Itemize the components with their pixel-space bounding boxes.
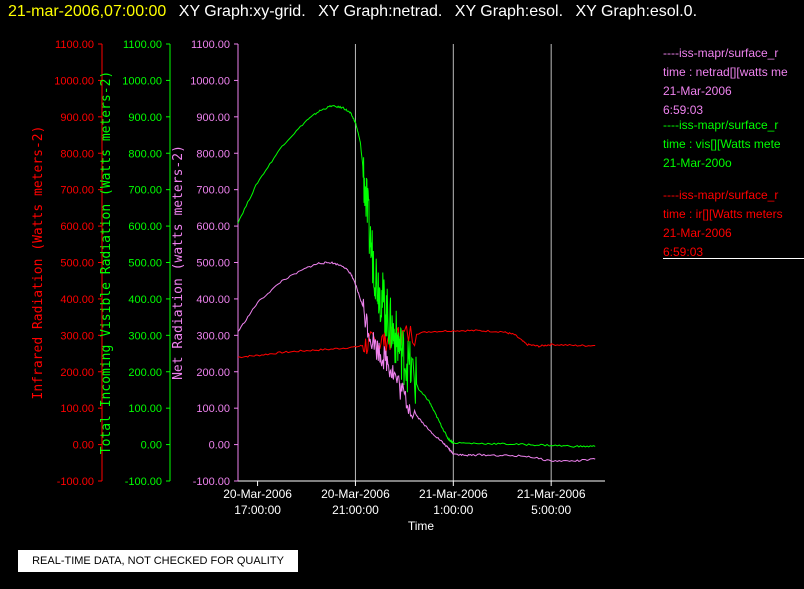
y-tick-label-1-13: 1100.00 xyxy=(55,39,94,51)
legend-netrad-line-2: time : netrad[][watts me xyxy=(663,65,788,79)
x-tick-date-2: 20-Mar-2006 xyxy=(321,487,390,501)
y-tick-label-2-8: 600.00 xyxy=(128,221,162,233)
x-tick-time-3: 1:00:00 xyxy=(433,503,473,517)
y-tick-label-1-11: 900.00 xyxy=(60,112,94,124)
legend-vis-line-2: time : vis[][Watts mete xyxy=(663,137,781,151)
y-tick-label-2-9: 700.00 xyxy=(128,185,162,197)
legend-netrad-line-3: 21-Mar-2006 xyxy=(663,84,732,98)
y-tick-label-3-11: 900.00 xyxy=(196,112,230,124)
y-tick-label-3-6: 400.00 xyxy=(196,294,230,306)
y-tick-label-1-5: 300.00 xyxy=(60,330,94,342)
y-tick-label-2-2: 0.00 xyxy=(141,440,162,452)
graph-label-4: XY Graph:esol.0. xyxy=(575,3,698,20)
y-tick-label-3-7: 500.00 xyxy=(196,258,230,270)
y-tick-label-1-4: 200.00 xyxy=(60,367,94,379)
y-tick-label-2-12: 1000.00 xyxy=(122,75,162,87)
legend-vis-line-1: ----iss-mapr/surface_r xyxy=(663,118,779,132)
y-tick-label-2-7: 500.00 xyxy=(128,258,162,270)
y-tick-label-3-5: 300.00 xyxy=(196,330,230,342)
y-tick-label-1-10: 800.00 xyxy=(60,148,94,160)
x-tick-date-1: 20-Mar-2006 xyxy=(223,487,292,501)
series-line-infrared xyxy=(237,325,596,359)
y-tick-label-2-13: 1100.00 xyxy=(123,39,162,51)
x-tick-date-4: 21-Mar-2006 xyxy=(517,487,586,501)
y-tick-label-1-8: 600.00 xyxy=(60,221,94,233)
legend-ir-line-2: time : ir[][Watts meters xyxy=(663,207,783,221)
y-tick-label-1-7: 500.00 xyxy=(60,258,94,270)
legend-ir: ----iss-mapr/surface_r time : ir[][Watts… xyxy=(663,186,804,262)
graph-label-2: XY Graph:netrad. xyxy=(318,3,443,20)
y-tick-label-3-13: 1100.00 xyxy=(191,39,230,51)
y-tick-label-3-9: 700.00 xyxy=(196,185,230,197)
y-tick-label-3-2: 0.00 xyxy=(209,440,230,452)
timestamp-label: 21-mar-2006,07:00:00 xyxy=(8,3,167,20)
y-tick-label-2-6: 400.00 xyxy=(128,294,162,306)
y-axis-label-1: Infrared Radiation (Watts meters-2) xyxy=(31,126,46,400)
y-tick-label-2-3: 100.00 xyxy=(128,403,162,415)
legend-ir-line-4: 6:59:03 xyxy=(663,245,704,259)
legend-vis-line-3: 21-Mar-200o xyxy=(663,156,732,170)
y-tick-label-1-9: 700.00 xyxy=(60,185,94,197)
y-tick-label-1-6: 400.00 xyxy=(60,294,94,306)
x-tick-time-1: 17:00:00 xyxy=(234,503,281,517)
y-axis-label-3: Net Radiation (watts meters-2) xyxy=(171,145,186,380)
y-tick-label-3-8: 600.00 xyxy=(196,221,230,233)
series-line-net-radiation xyxy=(237,261,596,463)
y-tick-label-2-10: 800.00 xyxy=(128,148,162,160)
y-tick-label-3-10: 800.00 xyxy=(196,148,230,160)
y-tick-label-1-2: 0.00 xyxy=(73,440,94,452)
y-tick-label-3-3: 100.00 xyxy=(196,403,230,415)
x-tick-time-2: 21:00:00 xyxy=(332,503,379,517)
y-tick-label-1-3: 100.00 xyxy=(60,403,94,415)
y-axis-label-2: Total Incoming Visible Radiation (Watts … xyxy=(99,71,114,455)
x-tick-date-3: 21-Mar-2006 xyxy=(419,487,488,501)
legend-separator xyxy=(663,258,804,259)
y-tick-label-3-1: -100.00 xyxy=(193,476,230,488)
graph-label-3: XY Graph:esol. xyxy=(454,3,564,20)
y-tick-label-1-1: -100.00 xyxy=(57,476,94,488)
y-tick-label-3-12: 1000.00 xyxy=(190,75,230,87)
legend-ir-line-3: 21-Mar-2006 xyxy=(663,226,732,240)
y-tick-label-3-4: 200.00 xyxy=(196,367,230,379)
graph-label-1: XY Graph:xy-grid. xyxy=(178,3,306,20)
series-line-visible xyxy=(237,104,596,448)
y-tick-label-2-5: 300.00 xyxy=(128,330,162,342)
quality-notice: REAL-TIME DATA, NOT CHECKED FOR QUALITY xyxy=(18,550,298,572)
y-tick-label-1-12: 1000.00 xyxy=(54,75,94,87)
legend-netrad-line-4: 6:59:03 xyxy=(663,103,704,117)
legend-netrad: ----iss-mapr/surface_r time : netrad[][w… xyxy=(663,44,804,120)
x-axis-label: Time xyxy=(408,519,435,533)
legend-netrad-line-1: ----iss-mapr/surface_r xyxy=(663,46,779,60)
y-tick-label-2-11: 900.00 xyxy=(128,112,162,124)
legend-vis: ----iss-mapr/surface_r time : vis[][Watt… xyxy=(663,116,804,173)
y-tick-label-2-4: 200.00 xyxy=(128,367,162,379)
x-tick-time-4: 5:00:00 xyxy=(531,503,571,517)
y-tick-label-2-1: -100.00 xyxy=(125,476,162,488)
title-bar: 21-mar-2006,07:00:00 XY Graph:xy-grid. X… xyxy=(8,3,705,25)
legend-ir-line-1: ----iss-mapr/surface_r xyxy=(663,188,779,202)
